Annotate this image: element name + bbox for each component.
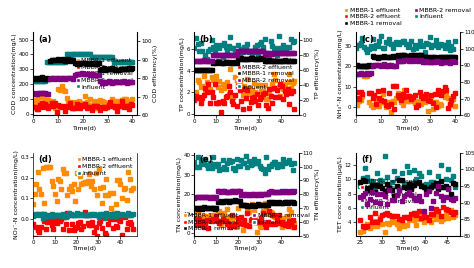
Y-axis label: TN concentration(mg/L): TN concentration(mg/L) [177,157,182,232]
Legend: MBBR-1 effluent, MBBR-2 effluent, Influent: MBBR-1 effluent, MBBR-2 effluent, Influe… [76,156,134,177]
X-axis label: Time(d): Time(d) [396,246,420,251]
Text: (d): (d) [38,155,52,164]
Text: (a): (a) [38,35,52,44]
Text: (f): (f) [361,155,373,164]
X-axis label: Time(d): Time(d) [73,246,97,251]
Y-axis label: COD concentration(mg/L): COD concentration(mg/L) [12,34,17,114]
Y-axis label: TET concentration(μg/L): TET concentration(μg/L) [338,156,343,232]
Legend: MBBR-1 effluent, MBBR-2 effluent, MBBR-1 removal, MBBR-2 removal, Influent: MBBR-1 effluent, MBBR-2 effluent, MBBR-1… [236,57,295,91]
Y-axis label: NO₃⁻-N concentration(mg/L): NO₃⁻-N concentration(mg/L) [14,150,19,239]
X-axis label: Time(d): Time(d) [235,126,258,131]
Legend: MBBR-1 effluent, MBBR-2 effluent, MBBR-1 removal, MBBR-2 removal, Influent: MBBR-1 effluent, MBBR-2 effluent, MBBR-1… [75,57,134,91]
X-axis label: Time(d): Time(d) [235,246,258,251]
Text: (e): (e) [200,155,213,164]
Y-axis label: TP concentration(mg/L): TP concentration(mg/L) [181,37,185,111]
Text: (b): (b) [200,35,213,44]
Y-axis label: NH₄⁺-N concentration(mg/L): NH₄⁺-N concentration(mg/L) [338,29,343,118]
Y-axis label: COD efficiency(%): COD efficiency(%) [153,45,158,102]
X-axis label: Time(d): Time(d) [73,126,97,131]
Y-axis label: TN efficiency(%): TN efficiency(%) [315,169,319,220]
Y-axis label: TP efficiency(%): TP efficiency(%) [315,49,319,99]
X-axis label: Time(d): Time(d) [396,126,420,131]
Legend: MBBR-1 effluent, MBBR-2 effluent, MBBR-1 removal, MBBR-2 removal, Influent: MBBR-1 effluent, MBBR-2 effluent, MBBR-1… [359,177,418,211]
Legend: MBBR-1 effluent, MBBR-2 effluent, MBBR-1 removal, MBBR-2 removal, Influent: MBBR-1 effluent, MBBR-2 effluent, MBBR-1… [182,212,311,233]
Text: (c): (c) [361,35,374,44]
Legend: MBBR-1 effluent, MBBR-2 effluent, MBBR-1 removal, MBBR-2 removal, Influent: MBBR-1 effluent, MBBR-2 effluent, MBBR-1… [344,6,472,27]
